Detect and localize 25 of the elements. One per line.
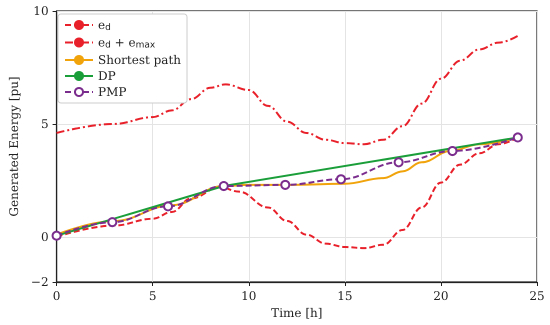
legend-label: PMP — [98, 85, 126, 99]
x-tick-label: 0 — [52, 289, 60, 303]
point — [218, 181, 229, 192]
y-tick-label: 10 — [33, 4, 49, 18]
y-axis-title: Generated Energy [pu] — [7, 76, 21, 217]
legend-label: Shortest path — [98, 53, 182, 67]
point — [394, 157, 404, 168]
x-tick-label: 25 — [529, 289, 545, 303]
line-series — [56, 34, 519, 146]
x-tick-label: 5 — [148, 289, 156, 303]
point — [163, 201, 174, 212]
y-tick-label: −2 — [30, 275, 49, 289]
x-tick-label: 20 — [433, 289, 449, 303]
point — [336, 174, 346, 184]
x-tick-label: 10 — [241, 289, 256, 303]
point — [107, 217, 118, 228]
legend-label: DP — [98, 69, 116, 83]
point — [447, 146, 458, 156]
point — [280, 180, 290, 190]
y-tick-label: 5 — [40, 116, 49, 131]
point — [512, 132, 523, 142]
x-axis-title: Time [h] — [271, 306, 322, 320]
y-tick-label: 0 — [40, 230, 49, 244]
point — [52, 230, 62, 241]
x-tick-label: 15 — [337, 289, 352, 303]
